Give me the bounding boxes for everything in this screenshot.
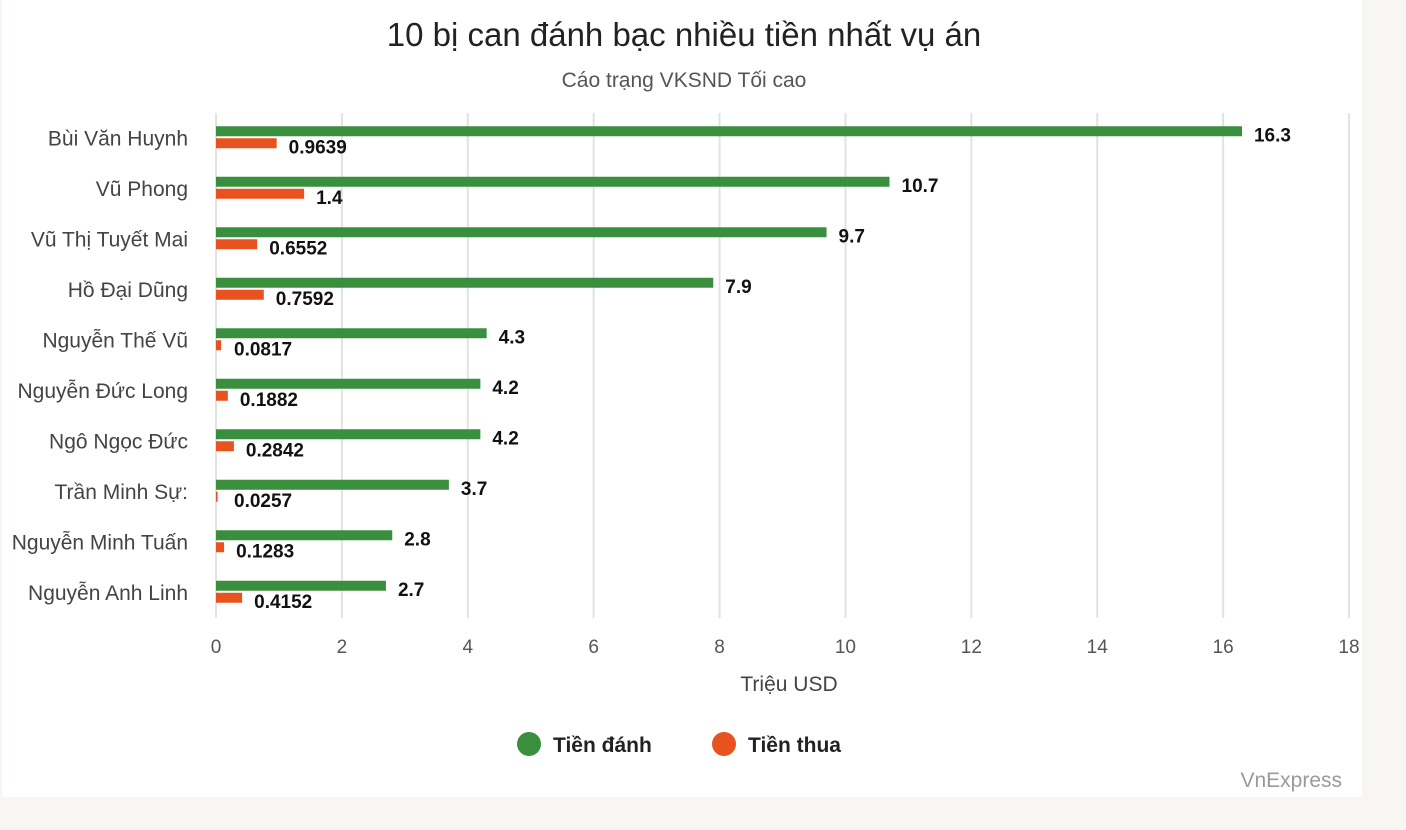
bar-tien-thua [216, 138, 277, 149]
bar-tien-thua [216, 491, 218, 502]
bar-chart: 10 bị can đánh bạc nhiều tiền nhất vụ án… [12, 16, 1360, 792]
credit-label: VnExpress [1240, 769, 1342, 792]
bar-tien-danh [216, 479, 449, 490]
category-label: Vũ Thị Tuyết Mai [31, 228, 188, 251]
bar-tien-danh [216, 328, 487, 339]
category-label: Nguyễn Đức Long [18, 380, 189, 403]
x-tick-label: 18 [1338, 637, 1359, 658]
bar-tien-danh [216, 277, 714, 288]
bar-tien-danh [216, 580, 386, 591]
legend-marker [712, 732, 736, 756]
bar-tien-danh [216, 227, 827, 238]
data-label-tien-danh: 4.3 [499, 327, 525, 348]
data-label-tien-danh: 9.7 [839, 226, 865, 247]
chart-title: 10 bị can đánh bạc nhiều tiền nhất vụ án [387, 16, 981, 53]
category-label: Nguyễn Minh Tuấn [12, 531, 188, 554]
bar-tien-thua [216, 188, 305, 199]
data-label-tien-danh: 2.7 [398, 580, 424, 601]
category-label: Nguyễn Thế Vũ [42, 329, 188, 352]
x-tick-label: 14 [1087, 637, 1109, 658]
data-label-tien-thua: 0.0817 [234, 339, 292, 360]
legend-marker [517, 732, 541, 756]
data-label-tien-thua: 0.9639 [289, 137, 347, 158]
x-tick-label: 0 [211, 637, 222, 658]
data-label-tien-thua: 0.4152 [254, 592, 312, 613]
bar-tien-thua [216, 592, 243, 603]
x-tick-label: 4 [462, 637, 473, 658]
x-tick-label: 2 [337, 637, 348, 658]
category-label: Trần Minh Sự: [55, 481, 189, 504]
x-tick-label: 10 [835, 637, 856, 658]
bar-tien-thua [216, 441, 234, 452]
bars [216, 126, 1242, 603]
data-label-tien-thua: 0.7592 [276, 289, 334, 310]
bar-tien-danh [216, 530, 393, 541]
data-label-tien-danh: 4.2 [492, 428, 518, 449]
data-label-tien-thua: 0.6552 [269, 238, 327, 259]
data-label-tien-danh: 7.9 [725, 277, 751, 298]
legend-label: Tiền thua [748, 734, 841, 757]
data-label-tien-thua: 1.4 [316, 188, 343, 209]
bar-tien-thua [216, 340, 222, 351]
x-tick-label: 6 [588, 637, 599, 658]
data-label-tien-danh: 4.2 [492, 378, 518, 399]
data-label-tien-thua: 0.2842 [246, 440, 304, 461]
bar-tien-thua [216, 239, 258, 250]
category-label: Nguyễn Anh Linh [28, 582, 188, 605]
bar-tien-danh [216, 176, 890, 187]
x-tick-label: 16 [1213, 637, 1234, 658]
x-tick-labels: 0 2 4 6 8 10 12 14 16 18 [211, 637, 1360, 658]
category-label: Ngô Ngọc Đức [49, 430, 188, 453]
data-label-tien-danh: 10.7 [902, 176, 939, 197]
category-label: Vũ Phong [96, 178, 188, 201]
x-tick-label: 12 [961, 637, 982, 658]
category-labels: Bùi Văn Huynh Vũ Phong Vũ Thị Tuyết Mai Hồ … [12, 127, 188, 605]
bar-tien-danh [216, 429, 481, 440]
data-labels: 16.3 10.7 9.7 7.9 4.3 4.2 4.2 3.7 2.8 2.7 0.9639 1.… [234, 125, 1291, 613]
data-label-tien-thua: 0.1283 [236, 541, 294, 562]
bar-tien-thua [216, 390, 228, 401]
grid-lines [215, 113, 1350, 618]
bar-tien-thua [216, 542, 225, 553]
category-label: Bùi Văn Huynh [48, 127, 188, 150]
chart-card: 10 bị can đánh bạc nhiều tiền nhất vụ án… [2, 0, 1362, 797]
data-label-tien-thua: 0.0257 [234, 491, 292, 512]
data-label-tien-danh: 2.8 [404, 529, 430, 550]
chart-subtitle: Cáo trạng VKSND Tối cao [562, 69, 807, 92]
category-label: Hồ Đại Dũng [68, 279, 188, 302]
legend: Tiền đánh Tiền thua [517, 732, 841, 757]
bar-tien-danh [216, 378, 481, 389]
data-label-tien-thua: 0.1882 [240, 390, 298, 411]
x-tick-label: 8 [714, 637, 725, 658]
data-label-tien-danh: 16.3 [1254, 125, 1291, 146]
data-label-tien-danh: 3.7 [461, 479, 487, 500]
legend-label: Tiền đánh [553, 734, 652, 757]
bar-tien-danh [216, 126, 1242, 137]
x-axis-title: Triệu USD [740, 673, 837, 696]
bar-tien-thua [216, 289, 264, 300]
